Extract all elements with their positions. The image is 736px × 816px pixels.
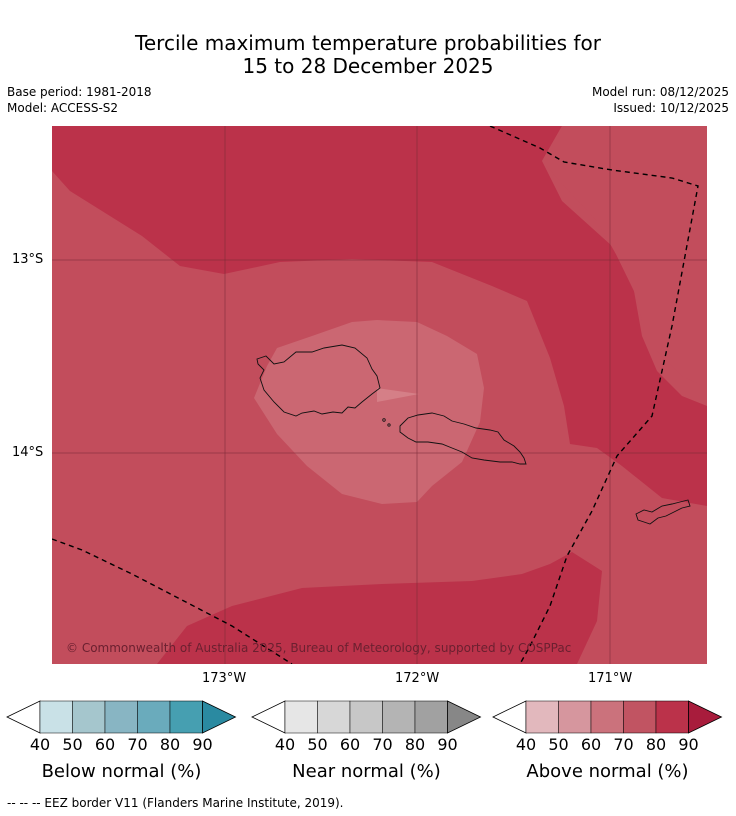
zone-above-70-northeast	[542, 126, 707, 388]
colorbar-segment	[317, 700, 351, 734]
colorbar-tick-label: 60	[580, 735, 602, 754]
model-name: Model: ACCESS-S2	[7, 101, 119, 115]
colorbar-tick-label: 40	[274, 735, 296, 754]
colorbar-segment	[284, 700, 318, 734]
colorbar-extend-high	[202, 700, 237, 734]
colorbar-segment	[349, 700, 383, 734]
colorbar-segment	[104, 700, 138, 734]
map-title-line2: 15 to 28 December 2025	[242, 54, 494, 78]
model-run: Model run: 08/12/2025	[591, 85, 729, 99]
colorbar-extend-low	[492, 700, 527, 734]
colorbar-tick-label: 40	[515, 735, 537, 754]
eez-footnote: -- -- -- EEZ border V11 (Flanders Marine…	[7, 796, 344, 810]
colorbar-tick-label: 90	[192, 735, 213, 754]
colorbar-label-near: Near normal (%)	[292, 761, 441, 782]
colorbar-extend-high	[688, 700, 723, 734]
colorbar-tick-label: 70	[372, 735, 393, 754]
upolu-island-outline	[399, 412, 527, 465]
colorbar-tick-label: 70	[127, 735, 148, 754]
lon-label-172w: 172°W	[395, 671, 440, 686]
colorbar-segment	[525, 700, 559, 734]
issued-date: Issued: 10/12/2025	[613, 101, 729, 115]
zone-above-50-sliver	[377, 388, 419, 402]
map-title-line1: Tercile maximum temperature probabilitie…	[135, 31, 601, 55]
colorbar-label-above: Above normal (%)	[526, 761, 689, 782]
base-period: Base period: 1981-2018	[7, 85, 152, 99]
zone-above-80-north	[52, 126, 707, 506]
colorbar-tick-label: 60	[94, 735, 116, 754]
colorbar-extend-high	[447, 700, 482, 734]
colorbar-tick-label: 90	[678, 735, 699, 754]
lat-label-14s: 14°S	[12, 445, 44, 460]
colorbar-near-normal	[251, 700, 482, 734]
colorbar-extend-low	[6, 700, 41, 734]
colorbar-tick-label: 80	[404, 735, 426, 754]
manono-islet	[382, 418, 386, 422]
colorbar-segment	[655, 700, 689, 734]
colorbar-tick-label: 80	[645, 735, 667, 754]
lon-label-171w: 171°W	[588, 671, 633, 686]
colorbar-tick-label: 50	[62, 735, 83, 754]
probability-map	[52, 126, 707, 664]
colorbar-tick-label: 50	[548, 735, 569, 754]
tutuila-island-outline	[635, 499, 691, 525]
zone-above-60	[254, 320, 484, 504]
colorbar-segment	[169, 700, 203, 734]
colorbar-segment	[623, 700, 657, 734]
colorbar-segment	[39, 700, 73, 734]
lon-label-173w: 173°W	[202, 671, 247, 686]
copyright-credit: © Commonwealth of Australia 2025, Bureau…	[66, 641, 572, 655]
colorbar-below-normal	[6, 700, 237, 734]
colorbar-tick-label: 50	[307, 735, 328, 754]
graticule	[52, 126, 707, 664]
lat-label-13s: 13°S	[12, 252, 44, 267]
colorbar-tick-label: 40	[29, 735, 51, 754]
colorbars	[6, 700, 723, 734]
colorbar-tick-label: 60	[339, 735, 361, 754]
zone-above-80-south	[157, 552, 602, 664]
colorbar-tick-label: 70	[613, 735, 634, 754]
eez-border-southwest	[52, 538, 293, 664]
colorbar-above-normal	[492, 700, 723, 734]
eez-borders	[52, 126, 699, 664]
eez-border-northeast	[489, 126, 699, 664]
colorbar-label-below: Below normal (%)	[41, 761, 202, 782]
colorbar-segment	[137, 700, 171, 734]
colorbar-segment	[590, 700, 624, 734]
colorbar-extend-low	[251, 700, 286, 734]
apolima-islet	[387, 423, 391, 427]
colorbar-segment	[414, 700, 448, 734]
savaii-island-outline	[256, 344, 381, 417]
colorbar-segment	[382, 700, 416, 734]
colorbar-tick-label: 90	[437, 735, 458, 754]
colorbar-tick-label: 80	[159, 735, 181, 754]
colorbar-segment	[72, 700, 106, 734]
colorbar-segment	[558, 700, 592, 734]
